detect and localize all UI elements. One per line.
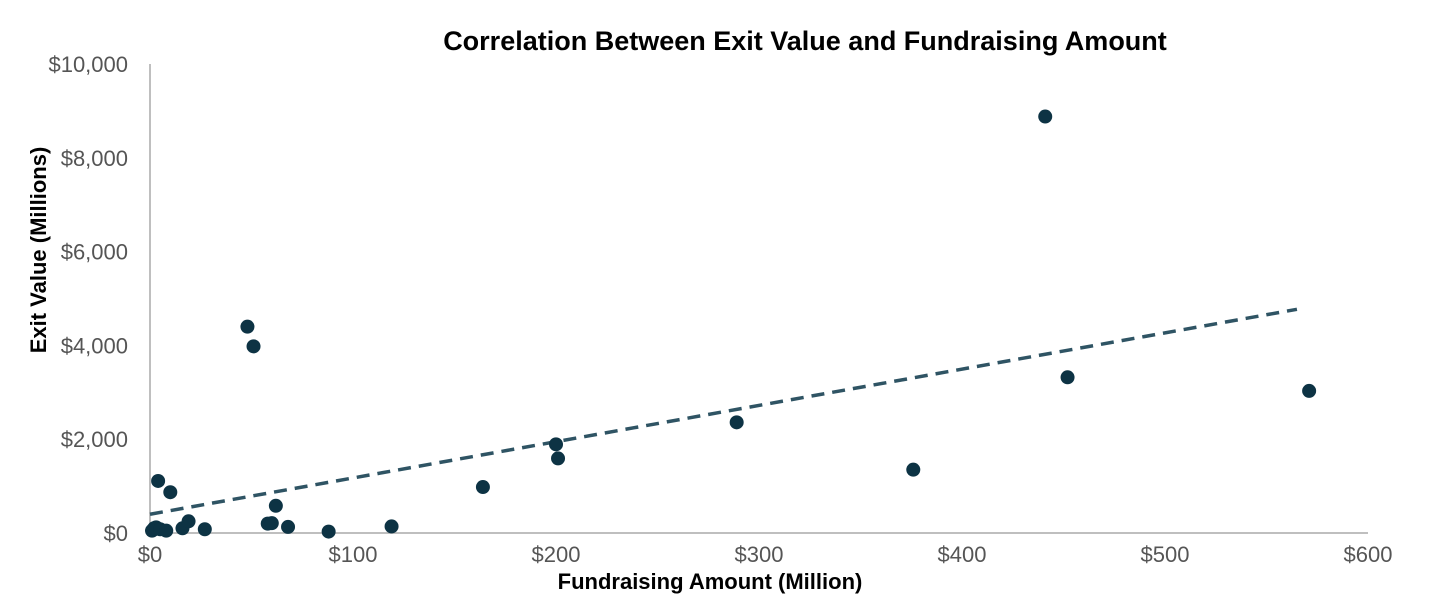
y-tick-label: $0 <box>104 521 128 546</box>
data-points <box>145 109 1317 539</box>
data-point <box>264 516 279 531</box>
y-tick-label: $10,000 <box>48 52 128 77</box>
data-point <box>551 451 566 466</box>
data-point <box>246 339 261 354</box>
data-point <box>268 498 283 513</box>
x-tick-label: $400 <box>938 542 987 567</box>
chart-title: Correlation Between Exit Value and Fundr… <box>443 26 1167 56</box>
trendline <box>149 307 1298 516</box>
data-point <box>729 415 744 430</box>
x-tick-label: $100 <box>329 542 378 567</box>
y-tick-label: $8,000 <box>61 146 128 171</box>
y-axis-ticks: $0 $2,000 $4,000 $6,000 $8,000 $10,000 <box>48 52 128 546</box>
y-axis-title: Exit Value (Millions) <box>26 147 51 354</box>
data-point <box>475 480 490 495</box>
data-point <box>1060 370 1075 385</box>
data-point <box>321 524 336 539</box>
data-point <box>549 437 563 452</box>
data-point <box>151 473 166 488</box>
data-point <box>1302 383 1317 398</box>
x-axis-ticks: $0 $100 $200 $300 $400 $500 $600 <box>138 542 1393 567</box>
data-point <box>281 519 296 534</box>
data-point <box>1038 109 1053 124</box>
x-tick-label: $200 <box>532 542 581 567</box>
data-point <box>181 514 196 529</box>
data-point <box>384 519 399 534</box>
data-point <box>906 462 921 477</box>
data-point <box>163 485 178 500</box>
y-tick-label: $4,000 <box>61 333 128 358</box>
data-point <box>197 522 212 537</box>
x-tick-label: $600 <box>1344 542 1393 567</box>
x-axis-title: Fundraising Amount (Million) <box>558 569 863 594</box>
data-point <box>159 523 174 538</box>
y-tick-label: $6,000 <box>61 240 128 265</box>
x-tick-label: $0 <box>138 542 162 567</box>
data-point <box>240 319 255 334</box>
x-tick-label: $500 <box>1141 542 1190 567</box>
y-tick-label: $2,000 <box>61 427 128 452</box>
x-tick-label: $300 <box>735 542 784 567</box>
